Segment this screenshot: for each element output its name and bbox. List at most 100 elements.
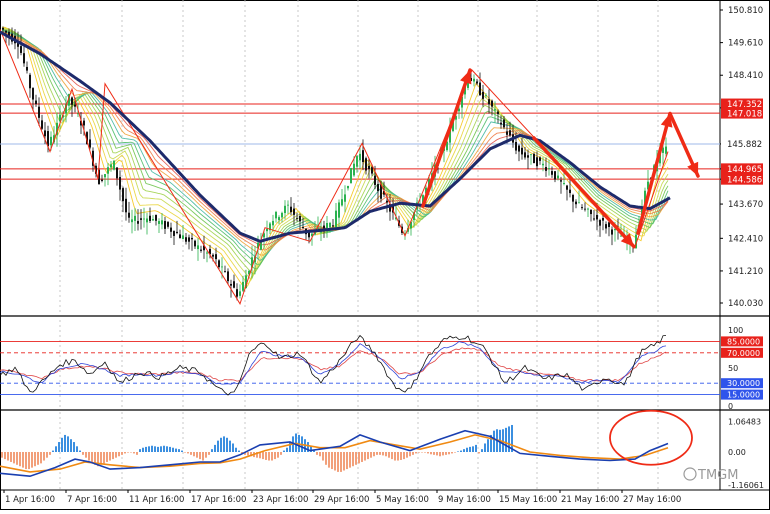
arrow-head [620,233,634,247]
macd-histogram-bar [364,452,366,461]
macd-histogram-bar [442,452,444,456]
candle-body [425,187,427,194]
candle-body [569,189,571,194]
macd-histogram-bar [433,452,435,455]
candle-body [218,260,220,268]
candle-body [545,167,547,171]
macd-histogram-bar [382,452,384,456]
macd-histogram-bar [64,434,66,452]
candle-body [563,183,565,184]
arrow-shaft [636,111,672,235]
macd-histogram-bar [232,443,234,452]
time-tick-label: 1 Apr 16:00 [5,495,55,505]
candle-body [191,237,193,240]
time-axis: 1 Apr 16:00 7 Apr 16:00 11 Apr 16:00 17 Apr… [3,490,681,505]
macd-histogram-bar [52,450,54,452]
candle-body [374,175,376,185]
candle-body [119,177,121,190]
candle-body [479,82,481,96]
macd-histogram-bar [283,450,285,452]
candle-body [122,188,124,202]
time-tick-label: 23 Apr 16:00 [253,495,308,505]
candle-body [212,254,214,257]
macd-histogram-bar [355,452,357,465]
watermark-logo [683,467,697,481]
macd-histogram-bar [136,452,138,455]
macd-histogram-bar [55,446,57,452]
macd-histogram-bar [487,439,489,452]
macd-histogram-bar [184,452,186,453]
macd-histogram-bar [157,446,159,452]
candle-body [347,185,349,189]
macd-histogram-bar [19,452,21,467]
candle-body [38,106,40,118]
macd-histogram-bar [61,437,63,452]
macd-histogram-bar [412,452,414,455]
macd-histogram-bar [124,452,126,454]
macd-histogram-bar [349,452,351,468]
candle-body [503,119,505,128]
macd-histogram-bar [139,449,141,452]
candle-body [2,27,4,30]
candle-body [533,153,535,164]
candle-body [278,217,280,221]
macd-histogram-bar [322,452,324,461]
candle-body [50,136,52,146]
macd-histogram-bar [376,452,378,455]
candle-body [566,185,568,190]
macd-histogram-bar [424,452,426,453]
candle-body [71,97,73,105]
candle-body [380,184,382,199]
macd-histogram-bar [226,437,228,452]
candle-body [389,203,391,212]
macd-histogram-bar [316,452,318,455]
candle-body [176,231,178,233]
candle-body [323,225,325,229]
macd-histogram-bar [313,450,315,452]
time-tick-label: 21 May 16:00 [561,495,619,505]
candle-body [548,168,550,170]
macd-histogram-bar [373,452,375,457]
macd-tick-label: 1.06483 [728,418,761,427]
candle-body [95,165,97,174]
candle-body [200,249,202,251]
stoch-tick-label: 0 [728,402,733,411]
candle-body [509,130,511,136]
macd-histogram-bar [271,452,273,461]
candle-body [371,167,373,174]
macd-histogram-bar [97,452,99,467]
time-tick-label: 9 May 16:00 [438,495,491,505]
macd-histogram-bar [448,452,450,455]
candle-body [635,234,637,249]
macd-histogram-bar [40,452,42,464]
macd-histogram-bar [415,452,417,454]
candle-body [185,237,187,242]
candle-body [659,152,661,164]
candle-body [329,222,331,228]
watermark: TMGM [683,467,738,483]
macd-histogram-bar [475,444,477,452]
candle-body [77,113,79,115]
macd-histogram-bar [484,443,486,452]
candle-body [539,157,541,161]
stoch-level-label: 15.0000 [727,391,760,400]
macd-histogram-bar [289,442,291,452]
candle-body [56,122,58,135]
candle-body [101,179,103,182]
macd-histogram-bar [202,452,204,461]
candle-body [236,289,238,297]
macd-histogram-bar [385,452,387,457]
zigzag [0,29,669,305]
macd-histogram-bar [400,452,402,460]
candle-body [605,224,607,229]
candle-body [581,207,583,209]
candle-body [518,145,520,152]
price-tick-label: 142.410 [728,234,763,244]
price-level-box [721,98,763,110]
candle-body [296,217,298,219]
candle-body [560,180,562,182]
macd-histogram-bar [259,452,261,459]
candle-body [8,31,10,36]
